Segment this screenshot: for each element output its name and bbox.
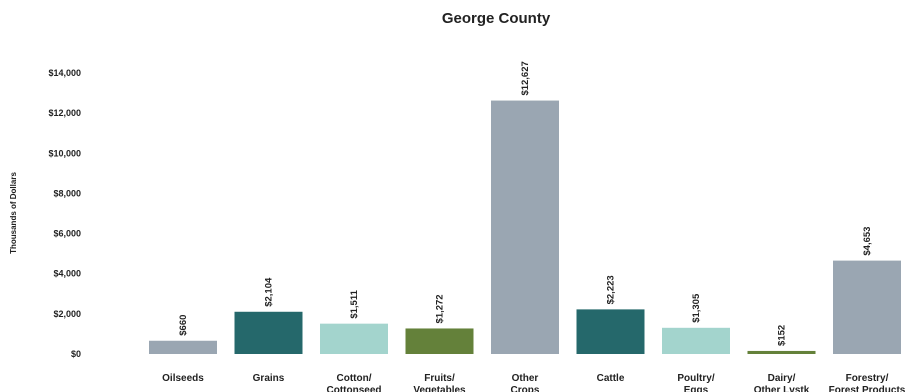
y-tick-label: $10,000 <box>48 148 81 158</box>
y-tick-label: $4,000 <box>53 269 81 279</box>
x-tick-label: Dairy/Other Lvstk <box>754 373 810 392</box>
data-label: $660 <box>178 315 189 336</box>
bar <box>662 327 730 354</box>
chart-title: George County <box>442 10 551 27</box>
data-labels: $660 $2,104 $1,511 $1,272 $12,627 $2,223 $1,30… <box>178 61 873 346</box>
x-tick-label: Poultry/Eggs <box>677 373 714 392</box>
y-tick-label: $12,000 <box>48 108 81 118</box>
bar <box>833 260 901 354</box>
bars <box>149 100 901 354</box>
y-axis-label: Thousands of Dollars <box>9 172 18 254</box>
bar <box>320 323 388 354</box>
data-label: $152 <box>777 325 788 346</box>
data-label: $2,104 <box>264 277 275 307</box>
data-label: $1,272 <box>435 294 446 323</box>
bar <box>491 100 559 354</box>
x-tick-label: Grains <box>253 373 285 384</box>
x-tick-label: Fruits/Vegetables <box>413 373 466 392</box>
bar <box>149 340 217 354</box>
x-tick-label: Oilseeds <box>162 373 204 384</box>
bar <box>405 328 474 354</box>
y-tick-label: $8,000 <box>53 188 81 198</box>
data-label: $12,627 <box>520 61 531 95</box>
y-tick-label: $2,000 <box>53 309 81 319</box>
y-tick-label: $0 <box>71 349 81 359</box>
data-label: $1,305 <box>691 293 702 323</box>
y-axis-ticks: $0 $2,000 $4,000 $6,000 $8,000 $10,000 $12,000… <box>48 68 81 359</box>
data-label: $2,223 <box>606 275 617 304</box>
x-tick-label: Cotton/Cottonseed <box>327 373 382 392</box>
data-label: $4,653 <box>862 227 873 256</box>
y-tick-label: $14,000 <box>48 68 81 78</box>
x-tick-label: Cattle <box>597 373 625 384</box>
x-tick-label: Other Crops <box>511 373 540 392</box>
x-axis-ticks: Oilseeds Grains Cotton/Cottonseed Fruits/Ve… <box>162 373 906 392</box>
bar <box>747 350 816 354</box>
x-tick-label: Forestry/Forest Products <box>829 373 906 392</box>
bar <box>234 311 303 354</box>
y-tick-label: $6,000 <box>53 229 81 239</box>
bar <box>576 309 645 354</box>
data-label: $1,511 <box>349 289 360 318</box>
